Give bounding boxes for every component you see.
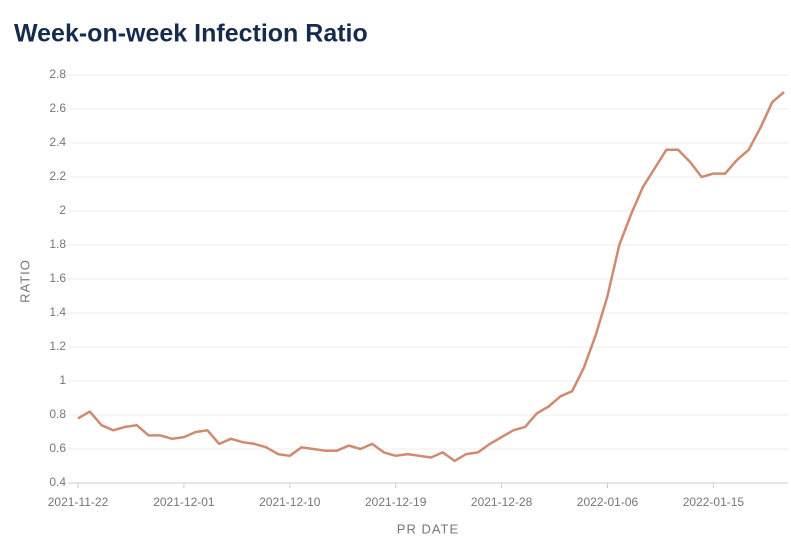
y-tick-label: 2 xyxy=(59,203,66,217)
y-axis-label: RATIO xyxy=(17,259,32,303)
data-line xyxy=(77,91,785,463)
y-tick-label: 0.8 xyxy=(49,407,66,421)
y-tick-label: 1.8 xyxy=(49,237,66,251)
y-tick-label: 0.4 xyxy=(49,475,66,489)
x-tick-label: 2022-01-06 xyxy=(577,495,639,509)
y-tick-label: 1.4 xyxy=(49,305,66,319)
x-tick-label: 2021-12-10 xyxy=(259,495,321,509)
y-tick-label: 1.2 xyxy=(49,339,66,353)
x-axis-label: PR DATE xyxy=(397,521,459,536)
y-tick-label: 1 xyxy=(59,373,66,387)
y-tick-label: 2.6 xyxy=(49,101,66,115)
y-tick-label: 1.6 xyxy=(49,271,66,285)
y-tick-label: 2.2 xyxy=(49,169,66,183)
x-tick-label: 2021-12-01 xyxy=(153,495,215,509)
x-tick-label: 2021-12-28 xyxy=(471,495,533,509)
x-tick-label: 2022-01-15 xyxy=(683,495,745,509)
chart-title: Week-on-week Infection Ratio xyxy=(14,20,368,48)
x-tick-label: 2021-12-19 xyxy=(365,495,427,509)
x-tick-label: 2021-11-22 xyxy=(48,495,109,509)
y-tick-label: 2.4 xyxy=(49,135,66,149)
y-tick-label: 2.8 xyxy=(49,67,66,81)
y-tick-label: 0.6 xyxy=(49,441,66,455)
